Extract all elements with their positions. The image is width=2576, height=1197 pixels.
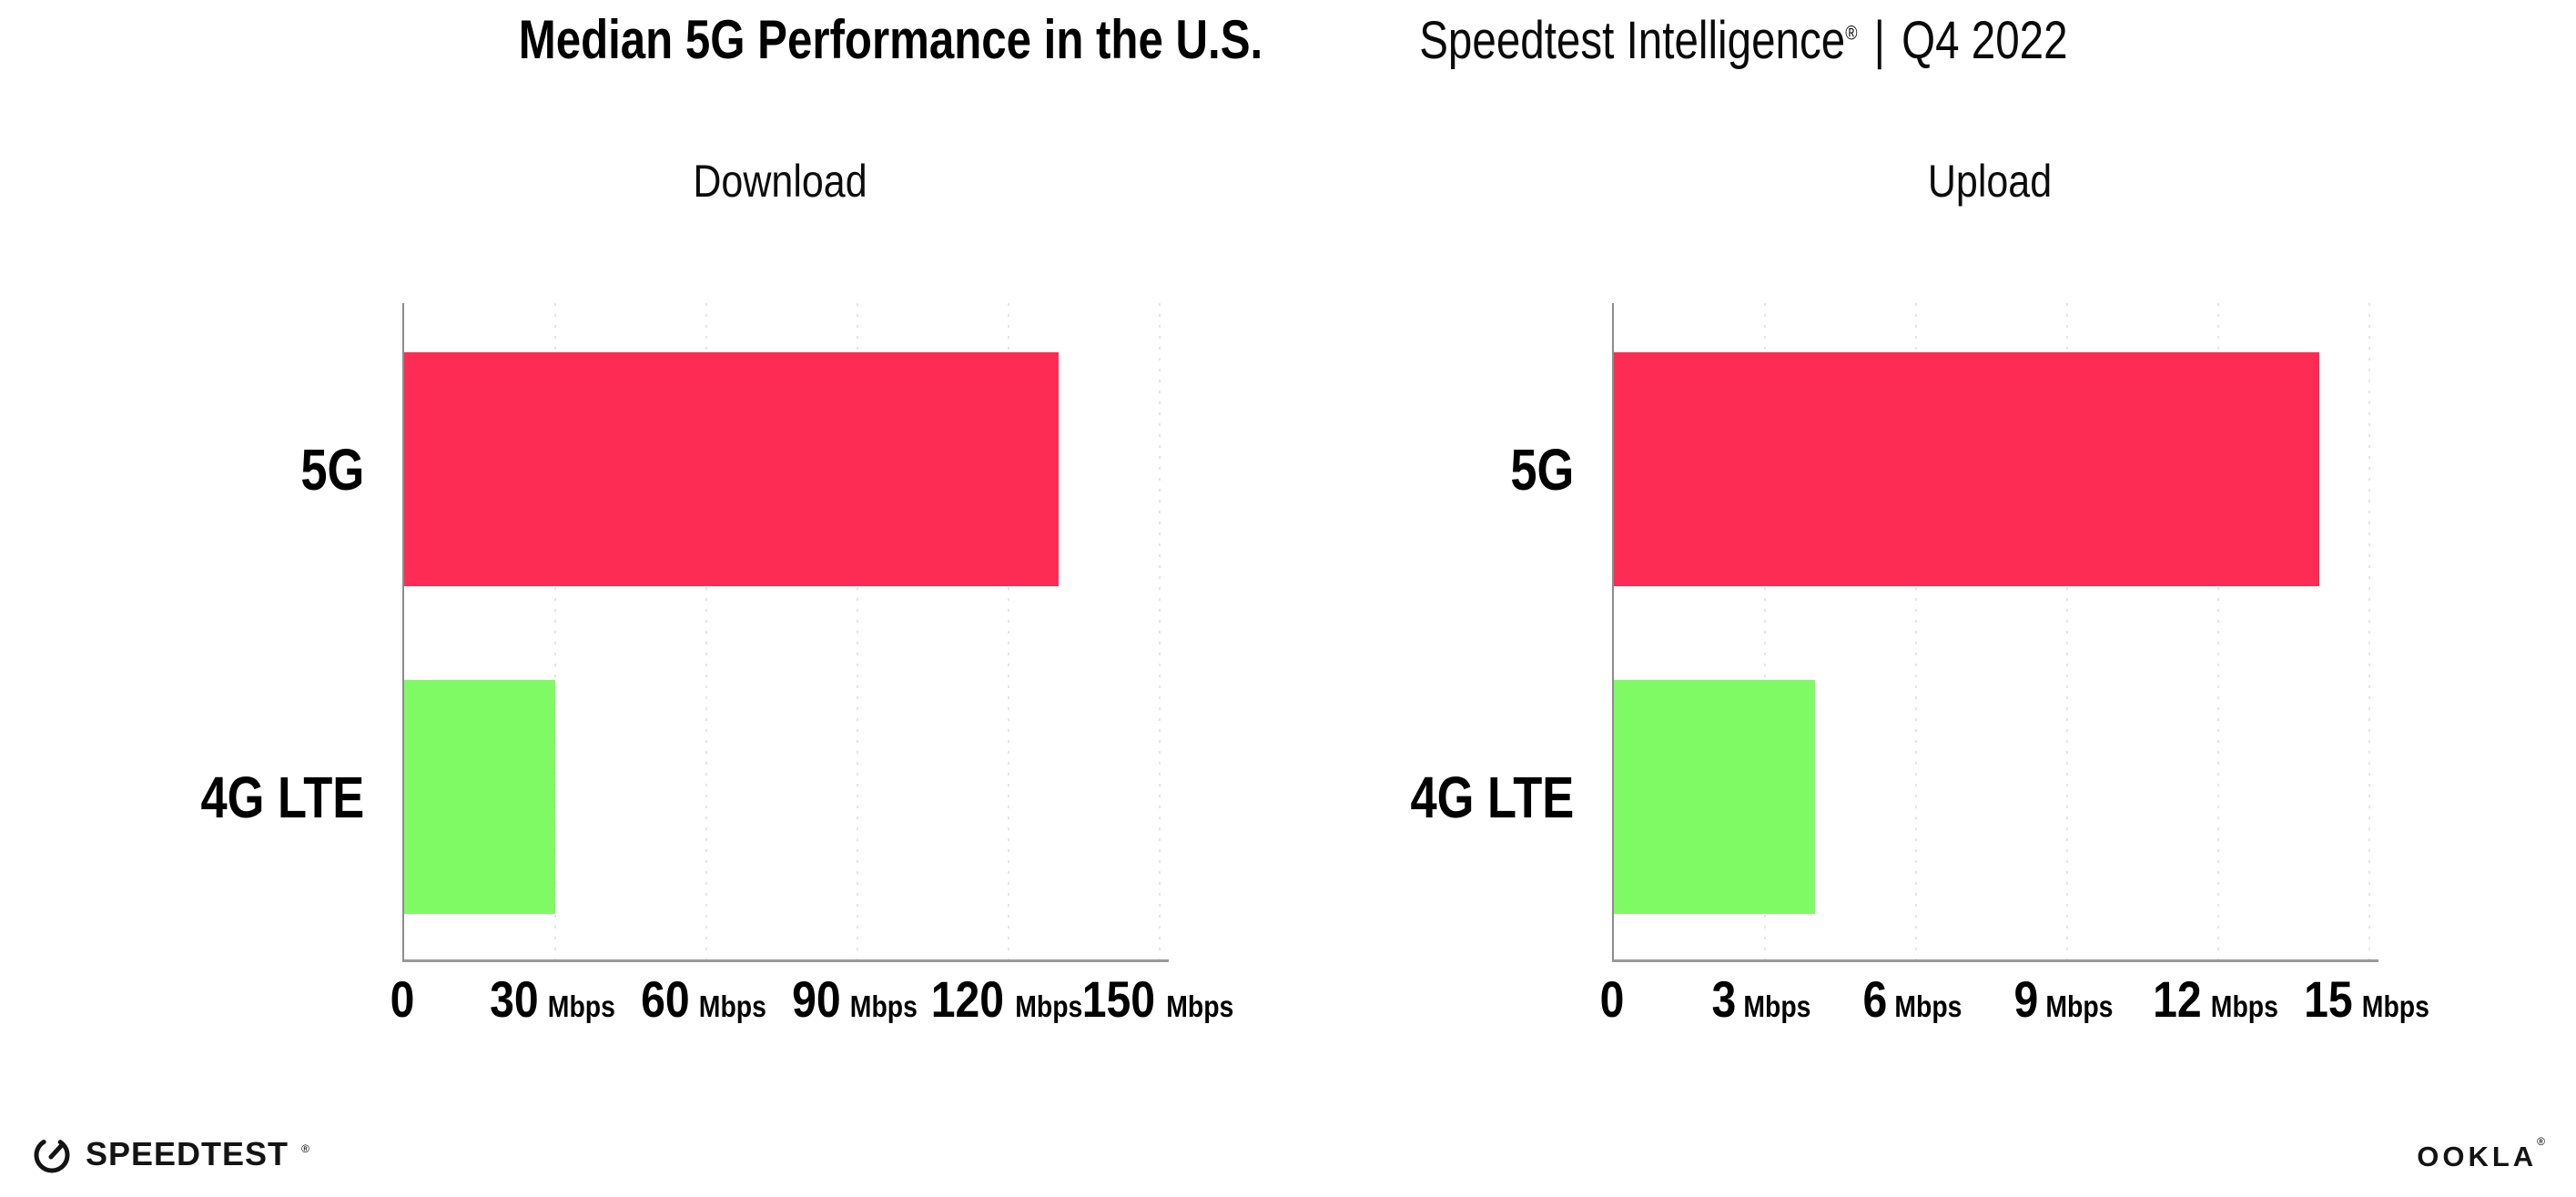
gridline-3-mbps bbox=[1764, 303, 1766, 959]
category-label-5g: 5G bbox=[135, 352, 364, 586]
upload-chart: Upload 5G 4G LTE 0 3 Mbps 6 Mbps 9 Mbps 12 Mbps 15… bbox=[1344, 118, 2430, 1174]
bar-5g bbox=[404, 352, 1060, 586]
x-tick-12: 12 Mbps bbox=[2149, 974, 2284, 1025]
x-tick-value: 0 bbox=[390, 970, 415, 1028]
x-tick-unit: Mbps bbox=[1894, 989, 1962, 1023]
category-label-text: 5G bbox=[299, 436, 364, 502]
x-tick-6: 6 Mbps bbox=[1861, 974, 1967, 1025]
x-tick-value: 150 bbox=[1081, 970, 1156, 1028]
x-tick-unit: Mbps bbox=[1015, 989, 1083, 1023]
subtitle-separator: | bbox=[1861, 11, 1898, 70]
upload-plot-area bbox=[1612, 303, 2378, 962]
upload-chart-title: Upload bbox=[1927, 155, 2053, 207]
download-x-axis: 0 30 Mbps 60 Mbps 90 Mbps 120 Mbps 150 Mbps bbox=[390, 974, 1234, 1120]
subtitle-period: Q4 2022 bbox=[1902, 11, 2068, 70]
category-label-text: 4G LTE bbox=[1410, 764, 1574, 830]
category-label-4g-lte: 4G LTE bbox=[135, 680, 364, 914]
ookla-wordmark: OOKLA bbox=[2417, 1141, 2538, 1172]
x-tick-value: 3 bbox=[1711, 970, 1737, 1028]
gridline-60-mbps bbox=[705, 303, 707, 959]
x-tick-unit: Mbps bbox=[2045, 989, 2114, 1023]
gridline-9-mbps bbox=[2066, 303, 2068, 959]
x-tick-unit: Mbps bbox=[699, 989, 767, 1023]
x-tick-unit: Mbps bbox=[2211, 989, 2279, 1023]
speedtest-logo: SPEEDTEST ® bbox=[31, 1133, 309, 1175]
speedtest-wordmark: SPEEDTEST bbox=[86, 1135, 289, 1172]
bar-4g-lte bbox=[1614, 680, 1816, 914]
x-tick-150: 150 Mbps bbox=[1076, 974, 1240, 1025]
x-tick-unit: Mbps bbox=[1166, 989, 1234, 1023]
gridline-30-mbps bbox=[554, 303, 556, 959]
x-tick-value: 12 bbox=[2153, 970, 2202, 1028]
x-tick-9: 9 Mbps bbox=[2012, 974, 2118, 1025]
category-label-4g-lte: 4G LTE bbox=[1344, 680, 1574, 914]
bar-4g-lte bbox=[404, 680, 555, 914]
registered-trademark-icon: ® bbox=[1845, 21, 1858, 45]
footer: SPEEDTEST ® OOKLA® bbox=[0, 1124, 2576, 1179]
speedtest-registered-mark: ® bbox=[301, 1142, 309, 1155]
bar-5g bbox=[1614, 352, 2319, 586]
download-chart-title: Download bbox=[693, 155, 867, 207]
x-tick-30: 30 Mbps bbox=[486, 974, 621, 1025]
speedtest-gauge-icon bbox=[34, 1137, 70, 1173]
gridline-150-mbps bbox=[1159, 303, 1161, 959]
x-tick-15: 15 Mbps bbox=[2300, 974, 2435, 1025]
x-tick-value: 15 bbox=[2304, 970, 2353, 1028]
ookla-logo: OOKLA® bbox=[2417, 1135, 2545, 1173]
x-tick-value: 30 bbox=[490, 970, 539, 1028]
page-title: Median 5G Performance in the U.S. bbox=[518, 9, 1263, 70]
x-tick-3: 3 Mbps bbox=[1709, 974, 1816, 1025]
upload-x-axis: 0 3 Mbps 6 Mbps 9 Mbps 12 Mbps 15 Mbps bbox=[1600, 974, 2430, 1120]
subtitle-brand: Speedtest Intelligence bbox=[1419, 11, 1846, 70]
download-plot-area bbox=[402, 303, 1169, 962]
gridline-120-mbps bbox=[1008, 303, 1009, 959]
category-label-text: 4G LTE bbox=[200, 764, 364, 830]
x-tick-value: 60 bbox=[641, 970, 690, 1028]
category-label-text: 5G bbox=[1509, 436, 1574, 502]
x-tick-unit: Mbps bbox=[1743, 989, 1811, 1023]
download-chart: Download 5G 4G LTE 0 30 Mbps 60 Mbps 90 Mbps 120… bbox=[135, 118, 1234, 1174]
x-tick-value: 120 bbox=[930, 970, 1005, 1028]
x-tick-value: 9 bbox=[2013, 970, 2039, 1028]
x-tick-value: 0 bbox=[1599, 970, 1625, 1028]
page-subtitle: Speedtest Intelligence® | Q4 2022 bbox=[1419, 15, 2067, 67]
x-tick-90: 90 Mbps bbox=[788, 974, 923, 1025]
x-tick-0: 0 bbox=[1597, 974, 1626, 1025]
x-tick-unit: Mbps bbox=[2362, 989, 2430, 1023]
x-tick-value: 90 bbox=[792, 970, 841, 1028]
ookla-registered-mark: ® bbox=[2537, 1135, 2545, 1148]
x-tick-0: 0 bbox=[388, 974, 416, 1025]
x-tick-60: 60 Mbps bbox=[637, 974, 772, 1025]
category-label-5g: 5G bbox=[1344, 352, 1574, 586]
x-tick-value: 6 bbox=[1862, 970, 1888, 1028]
gridline-15-mbps bbox=[2368, 303, 2370, 959]
header: Median 5G Performance in the U.S. Speedt… bbox=[0, 5, 2576, 67]
x-tick-unit: Mbps bbox=[850, 989, 918, 1023]
x-tick-120: 120 Mbps bbox=[925, 974, 1089, 1025]
gridline-12-mbps bbox=[2217, 303, 2219, 959]
x-tick-unit: Mbps bbox=[548, 989, 616, 1023]
gridline-90-mbps bbox=[857, 303, 858, 959]
gridline-6-mbps bbox=[1915, 303, 1917, 959]
